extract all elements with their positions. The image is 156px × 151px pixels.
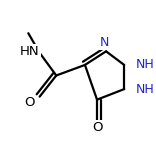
Text: O: O [25, 96, 35, 109]
Text: O: O [92, 121, 102, 134]
Text: NH: NH [136, 58, 154, 71]
Text: NH: NH [136, 83, 154, 96]
Text: N: N [100, 36, 109, 49]
Text: HN: HN [20, 45, 40, 58]
